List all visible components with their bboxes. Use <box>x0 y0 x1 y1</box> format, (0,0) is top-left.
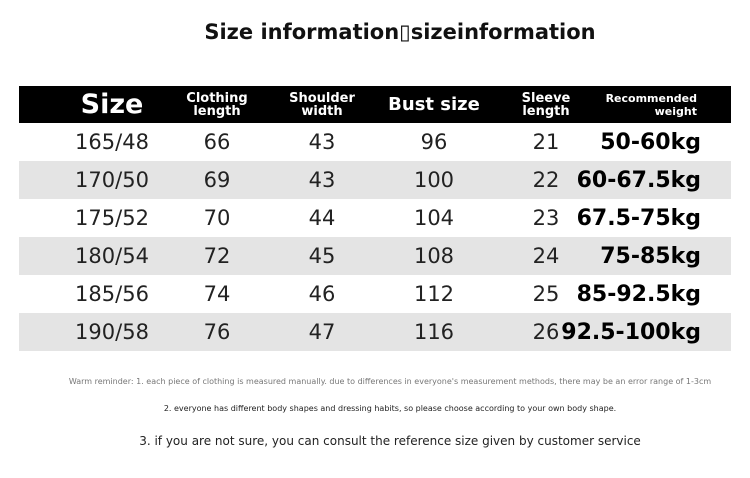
header-text: weight <box>654 104 697 118</box>
table-cell: 185/56 <box>75 281 149 306</box>
header-text: Size <box>80 88 144 120</box>
table-cell: 23 <box>532 205 560 230</box>
table-row: 175/52 70 44 104 23 67.5-75kg <box>19 199 731 237</box>
table-cell: 108 <box>413 243 455 268</box>
header-cell: Bust size <box>374 92 494 118</box>
note: Warm reminder: 1. each piece of clothing… <box>68 377 712 386</box>
size-table: Size Clothing length Shoulder width Bust size… <box>19 86 731 351</box>
table-row: 190/58 76 47 116 26 92.5-100kg <box>19 313 731 351</box>
header-text: length <box>522 103 570 119</box>
table-cell: 85-92.5kg <box>576 281 701 307</box>
table-row: 165/48 66 43 96 21 50-60kg <box>19 123 731 161</box>
header-text: Bust size <box>388 93 480 115</box>
header-text: Sleeve <box>521 90 571 106</box>
table-cell: 112 <box>413 281 455 306</box>
header-text: width <box>301 103 343 119</box>
header-cell: Sleeve length <box>486 92 606 118</box>
table-cell: 116 <box>413 319 455 344</box>
table-cell: 190/58 <box>75 319 149 344</box>
header-cell: Recommended weight <box>606 92 697 118</box>
title: Size information▯sizeinformation <box>204 20 596 44</box>
note: 3. if you are not sure, you can consult … <box>139 434 641 448</box>
table-cell: 24 <box>532 243 560 268</box>
table-cell: 75-85kg <box>600 243 701 269</box>
table-cell: 170/50 <box>75 167 149 192</box>
table-cell: 22 <box>532 167 560 192</box>
table-cell: 25 <box>532 281 560 306</box>
table-cell: 44 <box>308 205 336 230</box>
table-cell: 45 <box>308 243 336 268</box>
header-text: Shoulder <box>289 90 355 106</box>
table-cell: 69 <box>203 167 231 192</box>
table-cell: 104 <box>413 205 455 230</box>
table-cell: 60-67.5kg <box>576 167 701 193</box>
table-cell: 43 <box>308 129 336 154</box>
table-cell: 26 <box>532 319 560 344</box>
table-cell: 67.5-75kg <box>576 205 701 231</box>
table-cell: 70 <box>203 205 231 230</box>
table-cell: 76 <box>203 319 231 344</box>
table-row: 170/50 69 43 100 22 60-67.5kg <box>19 161 731 199</box>
table-row: 180/54 72 45 108 24 75-85kg <box>19 237 731 275</box>
header-row: Size Clothing length Shoulder width Bust size… <box>19 86 731 123</box>
header-cell: Shoulder width <box>262 92 382 118</box>
table-cell: 21 <box>532 129 560 154</box>
header-text: Recommended <box>605 91 697 105</box>
header-cell: Clothing length <box>157 92 277 118</box>
note: 2. everyone has different body shapes an… <box>163 404 617 413</box>
table-cell: 92.5-100kg <box>561 319 701 345</box>
table-cell: 66 <box>203 129 231 154</box>
table-cell: 46 <box>308 281 336 306</box>
table-cell: 165/48 <box>75 129 149 154</box>
table-cell: 100 <box>413 167 455 192</box>
table-cell: 74 <box>203 281 231 306</box>
header-text: length <box>193 103 241 119</box>
table-cell: 72 <box>203 243 231 268</box>
table-cell: 180/54 <box>75 243 149 268</box>
table-cell: 96 <box>420 129 448 154</box>
table-cell: 43 <box>308 167 336 192</box>
table-cell: 47 <box>308 319 336 344</box>
table-cell: 50-60kg <box>600 129 701 155</box>
table-cell: 175/52 <box>75 205 149 230</box>
table-row: 185/56 74 46 112 25 85-92.5kg <box>19 275 731 313</box>
header-cell: Size <box>52 88 172 120</box>
header-text: Clothing <box>186 90 248 106</box>
